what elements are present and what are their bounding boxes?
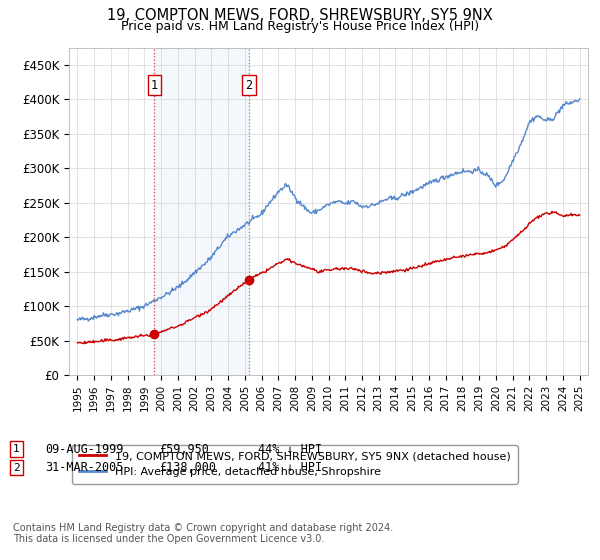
Text: 2: 2 — [245, 79, 253, 92]
Text: 1: 1 — [151, 79, 158, 92]
Text: £138,000: £138,000 — [159, 461, 216, 474]
Text: 44% ↓ HPI: 44% ↓ HPI — [258, 442, 322, 456]
Text: 1: 1 — [13, 444, 20, 454]
Text: 2: 2 — [13, 463, 20, 473]
Legend: 19, COMPTON MEWS, FORD, SHREWSBURY, SY5 9NX (detached house), HPI: Average price: 19, COMPTON MEWS, FORD, SHREWSBURY, SY5 … — [72, 445, 518, 483]
Text: Price paid vs. HM Land Registry's House Price Index (HPI): Price paid vs. HM Land Registry's House … — [121, 20, 479, 33]
Text: 19, COMPTON MEWS, FORD, SHREWSBURY, SY5 9NX: 19, COMPTON MEWS, FORD, SHREWSBURY, SY5 … — [107, 8, 493, 24]
Text: 41% ↓ HPI: 41% ↓ HPI — [258, 461, 322, 474]
Text: 09-AUG-1999: 09-AUG-1999 — [45, 442, 124, 456]
Text: Contains HM Land Registry data © Crown copyright and database right 2024.
This d: Contains HM Land Registry data © Crown c… — [13, 522, 394, 544]
Text: 31-MAR-2005: 31-MAR-2005 — [45, 461, 124, 474]
Bar — [154, 48, 249, 375]
Text: £59,950: £59,950 — [159, 442, 209, 456]
